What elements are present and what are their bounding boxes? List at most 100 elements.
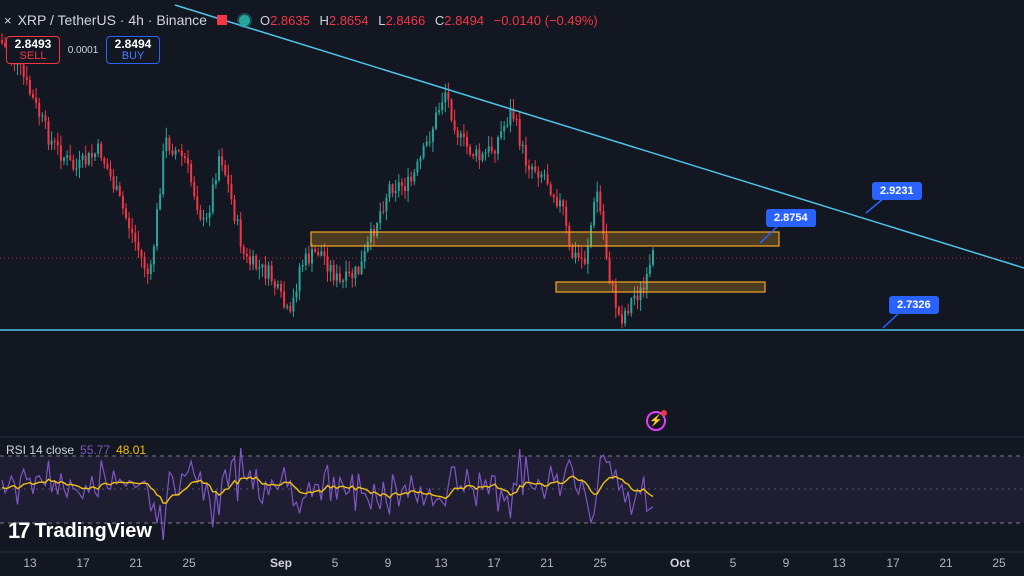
candle-body (25, 77, 28, 80)
candle-body (391, 184, 394, 194)
flag-icon[interactable] (216, 15, 227, 25)
symbol-title[interactable]: XRP / TetherUS · 4h · Binance (17, 12, 207, 28)
candle-body (66, 155, 69, 158)
candle-body (379, 211, 382, 224)
candle-body (289, 306, 292, 312)
candle-body (112, 176, 115, 190)
candle-body (469, 146, 472, 155)
high-value: 2.8654 (328, 12, 369, 28)
support-zone[interactable] (555, 281, 766, 293)
trendline-price-label[interactable]: 2.9231 (872, 182, 922, 200)
candle-body (422, 145, 425, 158)
candle-body (410, 176, 413, 182)
candle-body (351, 273, 354, 279)
candle-body (32, 93, 34, 98)
time-axis[interactable]: 13 17 21 25 Sep 5 9 13 17 21 25 Oct 5 9 … (0, 556, 1024, 572)
candle-body (531, 166, 534, 170)
candle-body (87, 152, 90, 165)
candle-body (38, 102, 41, 117)
candle-body (416, 161, 419, 173)
candle-body (552, 194, 555, 198)
candle-body (199, 210, 202, 220)
candle-body (590, 225, 592, 247)
descending-trendline[interactable] (174, 4, 1024, 269)
sell-button[interactable]: 2.8493 SELL (6, 36, 60, 64)
candle-body (363, 250, 366, 262)
candle-body (357, 266, 360, 274)
sell-label: SELL (19, 50, 47, 62)
candle-body (450, 99, 453, 121)
candle-body (524, 145, 527, 166)
candle-body (459, 133, 462, 138)
candle-body (549, 184, 552, 195)
candle-body (137, 241, 140, 251)
candle-body (50, 140, 53, 145)
candle-body (103, 158, 106, 164)
candle-body (41, 115, 44, 117)
candle-body (478, 149, 481, 161)
candle-body (419, 157, 422, 162)
candle-body (503, 126, 506, 132)
close-label: C (434, 12, 445, 28)
candle-body (642, 287, 645, 290)
candle-body (1, 40, 3, 43)
x-tick: 17 (487, 556, 501, 570)
candle-body (190, 163, 193, 183)
candle-body (326, 256, 329, 272)
resistance-zone[interactable] (310, 231, 780, 247)
candle-body (537, 171, 540, 178)
zone-price-label[interactable]: 2.8754 (766, 209, 816, 227)
candle-body (441, 102, 444, 111)
candle-body (264, 264, 267, 279)
candle-body (304, 253, 307, 266)
candle-body (56, 141, 59, 146)
candle-body (481, 153, 484, 161)
candle-body (534, 166, 537, 172)
candle-body (180, 150, 183, 157)
candle-body (431, 128, 434, 142)
candle-body (611, 283, 614, 285)
buy-button[interactable]: 2.8494 BUY (106, 36, 160, 64)
candle-body (546, 174, 549, 185)
candle-body (348, 271, 351, 274)
candle-body (500, 131, 503, 138)
candle-body (174, 150, 177, 155)
tradingview-logo[interactable]: 17 TradingView (8, 518, 152, 544)
lightning-alert-icon[interactable]: ⚡ (646, 410, 667, 431)
candle-body (571, 245, 574, 258)
candle-body (171, 150, 174, 155)
candle-body (261, 264, 264, 268)
candle-body (273, 281, 276, 288)
candle-body (242, 246, 245, 255)
candle-body (270, 265, 273, 282)
candle-body (159, 194, 162, 210)
candle-body (162, 151, 165, 195)
ohlc-values: O2.8635 H2.8654 L2.8466 C2.8494 −0.0140 … (260, 13, 604, 28)
x-tick: Sep (269, 556, 293, 570)
candle-body (438, 110, 441, 113)
candle-body (140, 250, 143, 257)
candle-body (382, 211, 385, 213)
candle-body (559, 200, 561, 207)
candle-body (444, 92, 447, 103)
candle-body (456, 130, 459, 138)
x-tick: 25 (182, 556, 196, 570)
x-tick: 17 (76, 556, 90, 570)
candle-body (518, 119, 521, 147)
x-tick: 13 (434, 556, 448, 570)
candle-body (528, 165, 530, 170)
candle-body (515, 118, 518, 120)
candle-body (193, 182, 196, 197)
trade-panel: 2.8493 SELL 0.0001 2.8494 BUY (6, 36, 160, 64)
support-price-label[interactable]: 2.7326 (889, 296, 939, 314)
candle-body (22, 64, 25, 78)
low-value: 2.8466 (385, 12, 426, 28)
candle-body (149, 264, 152, 275)
candle-body (177, 150, 180, 152)
close-icon[interactable]: × (4, 12, 12, 28)
candle-body (621, 314, 623, 324)
candle-body (165, 137, 168, 152)
rsi-legend[interactable]: RSI 14 close 55.77 48.01 (6, 443, 146, 457)
candle-body (648, 264, 651, 274)
